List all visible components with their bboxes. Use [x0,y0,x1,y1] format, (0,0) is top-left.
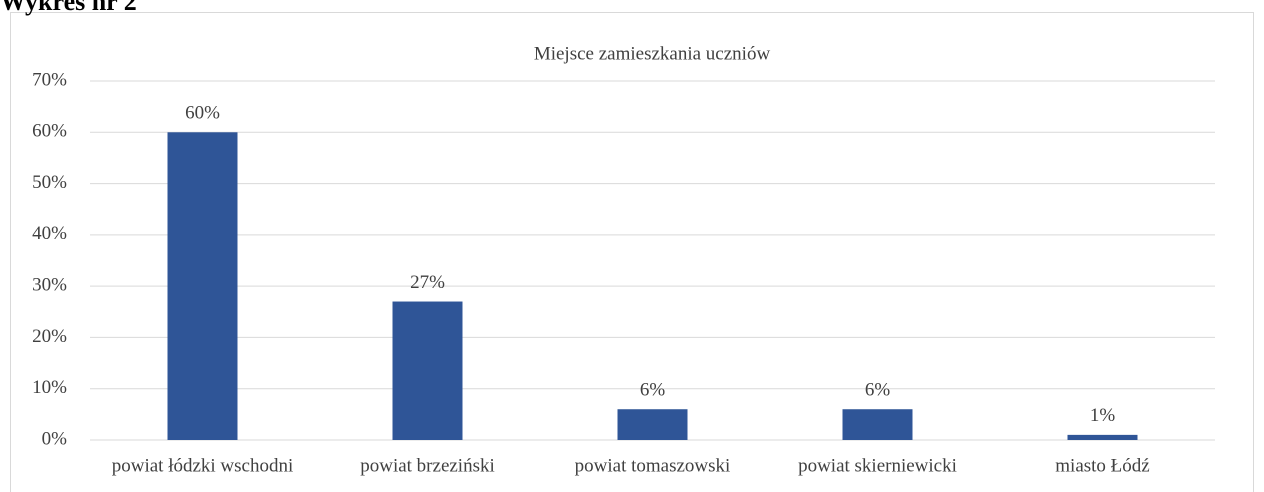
y-tick-label: 0% [42,428,68,449]
data-label: 1% [1090,405,1116,426]
heading: Wykres nr 2 [0,0,137,16]
data-label: 27% [410,272,445,293]
y-tick-label: 20% [32,326,67,347]
bar [167,132,238,441]
bar [842,409,913,440]
x-tick-label: powiat skierniewicki [798,455,957,476]
y-tick-label: 30% [32,275,67,296]
data-label: 6% [865,380,891,401]
data-label: 6% [640,380,666,401]
y-tick-label: 40% [32,223,67,244]
y-tick-label: 70% [32,69,67,90]
x-tick-label: powiat łódzki wschodni [112,455,294,476]
bar [617,409,688,440]
x-tick-label: miasto Łódź [1055,455,1149,476]
y-tick-label: 60% [32,121,67,142]
y-tick-label: 50% [32,172,67,193]
y-tick-label: 10% [32,377,67,398]
x-tick-label: powiat brzeziński [360,455,495,476]
bar [392,301,463,440]
chart-title: Miejsce zamieszkania uczniów [534,43,771,64]
data-label: 60% [185,103,220,124]
bar [1067,434,1138,440]
x-tick-label: powiat tomaszowski [575,455,731,476]
